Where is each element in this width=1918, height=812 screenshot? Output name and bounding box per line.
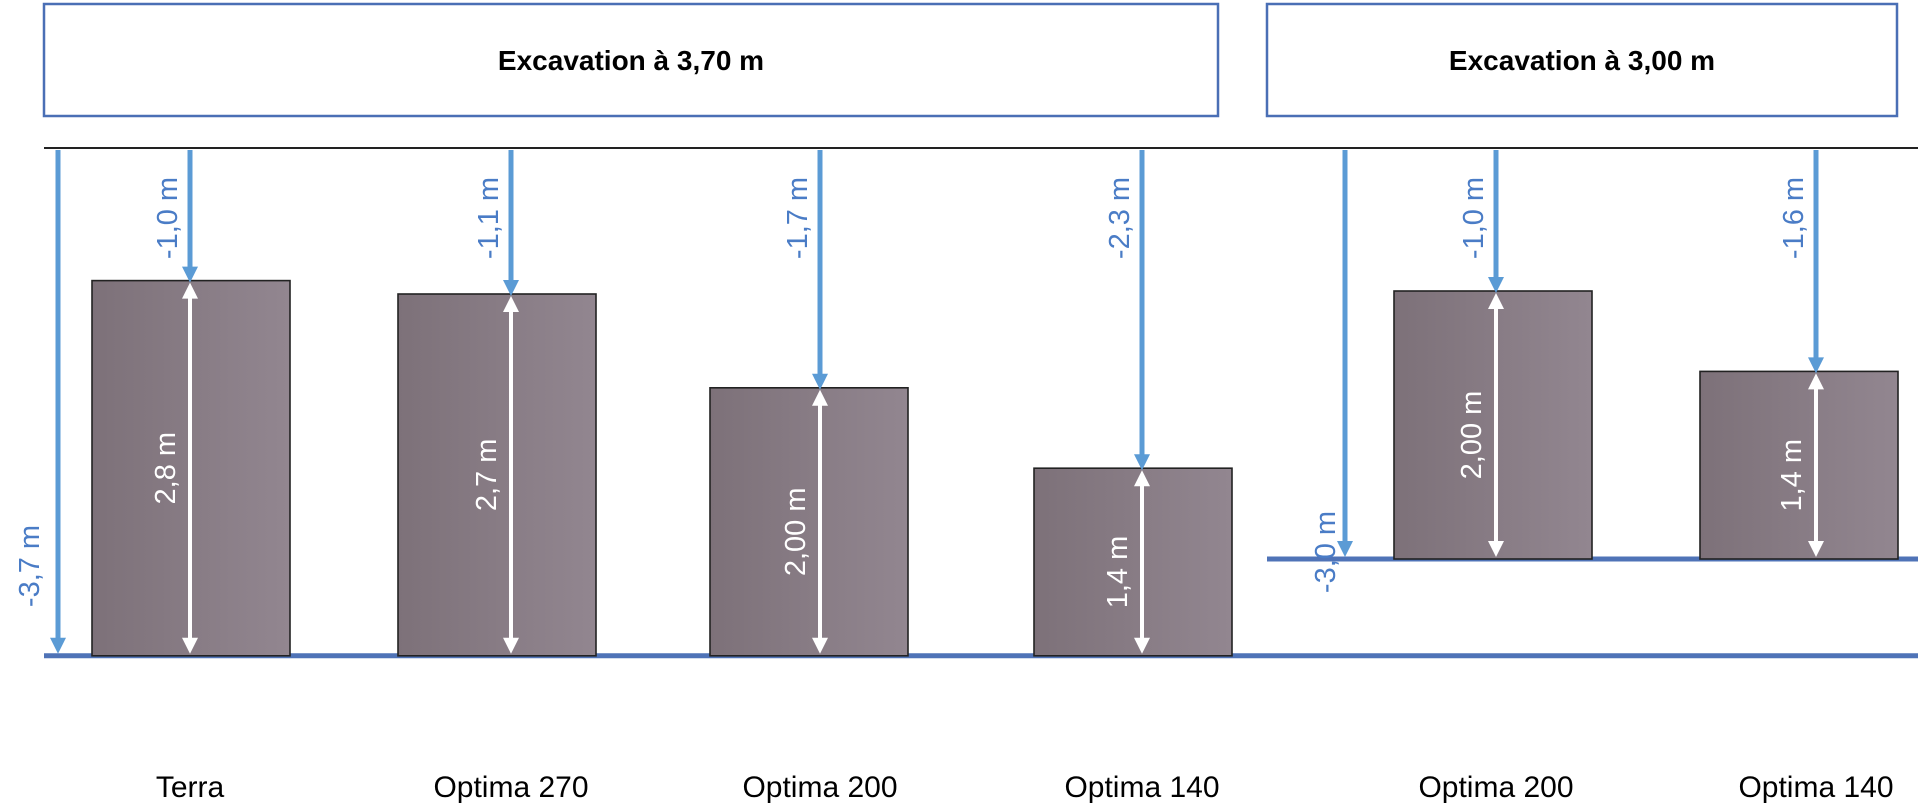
- product-terra: -1,0 m 2,8 m Terra: [91, 150, 291, 804]
- product-height-arrow: [1488, 293, 1504, 557]
- product-height-label: 1,4 m: [1102, 536, 1134, 609]
- product-height-label: 2,00 m: [780, 487, 812, 576]
- product-height-arrow: [503, 296, 519, 654]
- section-excavation-370: -3,7 m -1,0 m 2,8 m Terra -1,1 m 2,7 m Optima …: [14, 150, 1918, 804]
- total-depth-label: -3,7 m: [14, 525, 46, 607]
- top-depth-label: -2,3 m: [1104, 177, 1136, 259]
- product-box: [1393, 290, 1593, 560]
- top-depth-arrow: [1808, 150, 1824, 374]
- section-excavation-300: -3,0 m -1,0 m 2,00 m Optima 200 -1,6 m 1,4 m O…: [1267, 150, 1918, 804]
- product-height-label: 2,00 m: [1456, 391, 1488, 480]
- section-title-right: Excavation à 3,00 m: [1449, 45, 1715, 76]
- product-box: [1699, 370, 1899, 560]
- product-height-label: 2,7 m: [471, 439, 503, 512]
- product-optima-200: -1,7 m 2,00 m Optima 200: [709, 150, 909, 804]
- section-title-left: Excavation à 3,70 m: [498, 45, 764, 76]
- product-height-arrow: [182, 282, 198, 654]
- product-name-label: Optima 140: [1738, 771, 1893, 804]
- top-depth-arrow: [1488, 150, 1504, 293]
- total-depth-label: -3,0 m: [1310, 511, 1342, 593]
- top-depth-label: -1,0 m: [152, 177, 184, 259]
- total-depth-arrow: [50, 150, 66, 654]
- top-depth-arrow: [812, 150, 828, 390]
- top-depth-label: -1,6 m: [1778, 177, 1810, 259]
- product-box: [709, 386, 909, 657]
- product-height-arrow: [1808, 373, 1824, 557]
- section-header-left: Excavation à 3,70 m: [42, 2, 1220, 118]
- product-box: [1033, 467, 1233, 657]
- product-name-label: Terra: [156, 771, 225, 804]
- product-optima-140: -1,6 m 1,4 m Optima 140: [1699, 150, 1899, 804]
- top-depth-arrow: [182, 150, 198, 283]
- product-height-arrow: [1134, 470, 1150, 654]
- section-header-right: Excavation à 3,00 m: [1265, 2, 1899, 118]
- total-depth-arrow: [1337, 150, 1353, 557]
- product-box: [397, 293, 597, 657]
- product-height-arrow: [812, 389, 828, 654]
- product-name-label: Optima 270: [433, 771, 588, 804]
- product-height-label: 1,4 m: [1776, 439, 1808, 512]
- product-height-label: 2,8 m: [150, 432, 182, 505]
- product-name-label: Optima 200: [1418, 771, 1573, 804]
- top-depth-arrow: [1134, 150, 1150, 471]
- top-depth-arrow: [503, 150, 519, 296]
- product-optima-270: -1,1 m 2,7 m Optima 270: [397, 150, 597, 804]
- top-depth-label: -1,0 m: [1458, 177, 1490, 259]
- product-optima-200: -1,0 m 2,00 m Optima 200: [1393, 150, 1593, 804]
- product-name-label: Optima 200: [742, 771, 897, 804]
- top-depth-label: -1,7 m: [782, 177, 814, 259]
- product-name-label: Optima 140: [1064, 771, 1219, 804]
- product-optima-140: -2,3 m 1,4 m Optima 140: [1033, 150, 1233, 804]
- top-depth-label: -1,1 m: [473, 177, 505, 259]
